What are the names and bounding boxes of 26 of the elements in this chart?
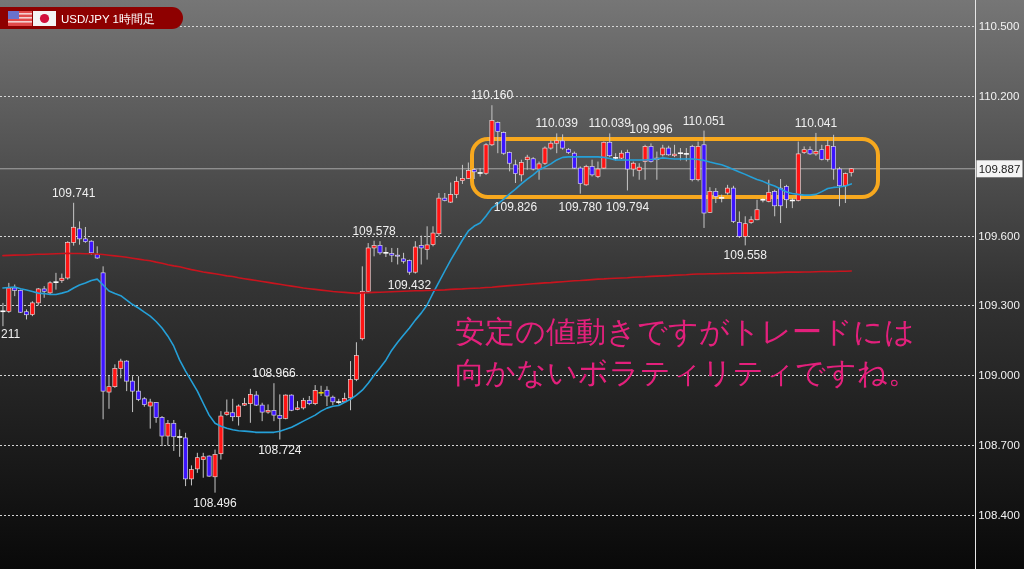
annotation: 211: [1, 327, 21, 341]
annotation: 109.741: [51, 185, 96, 200]
annotation: 109.578: [352, 223, 396, 238]
y-tick-label: 108.700: [978, 439, 1020, 452]
annotation: 110.039: [588, 116, 631, 131]
y-tick-label: 110.200: [978, 89, 1020, 102]
y-tick-label: 109.600: [978, 229, 1020, 242]
y-tick-label: 110.500: [978, 20, 1020, 33]
annotation: 110.041: [794, 115, 838, 130]
annotation: 安定の値動きですがトレードには向かないボラティリティですね。: [455, 313, 919, 392]
y-tick-label: 109.300: [978, 299, 1020, 312]
ref-line-label: 109.887: [976, 160, 1023, 178]
annotation: 109.432: [387, 277, 432, 292]
annotation: 109.558: [723, 248, 767, 263]
annotation: 110.160: [470, 88, 514, 103]
annotation: 108.966: [252, 366, 296, 381]
annotation: 109.794: [605, 200, 650, 214]
y-tick-label: 108.400: [978, 509, 1020, 521]
annotation: 108.496: [193, 495, 237, 510]
title: USD/JPY 1時間足: [61, 12, 155, 25]
annotation: 110.039: [535, 116, 578, 131]
annotation: 110.051: [682, 113, 726, 128]
annotation: 108.724: [258, 442, 302, 457]
y-tick-label: 109.000: [978, 369, 1020, 382]
annotation: 109.780: [558, 200, 602, 214]
annotation: 109.826: [493, 200, 538, 214]
